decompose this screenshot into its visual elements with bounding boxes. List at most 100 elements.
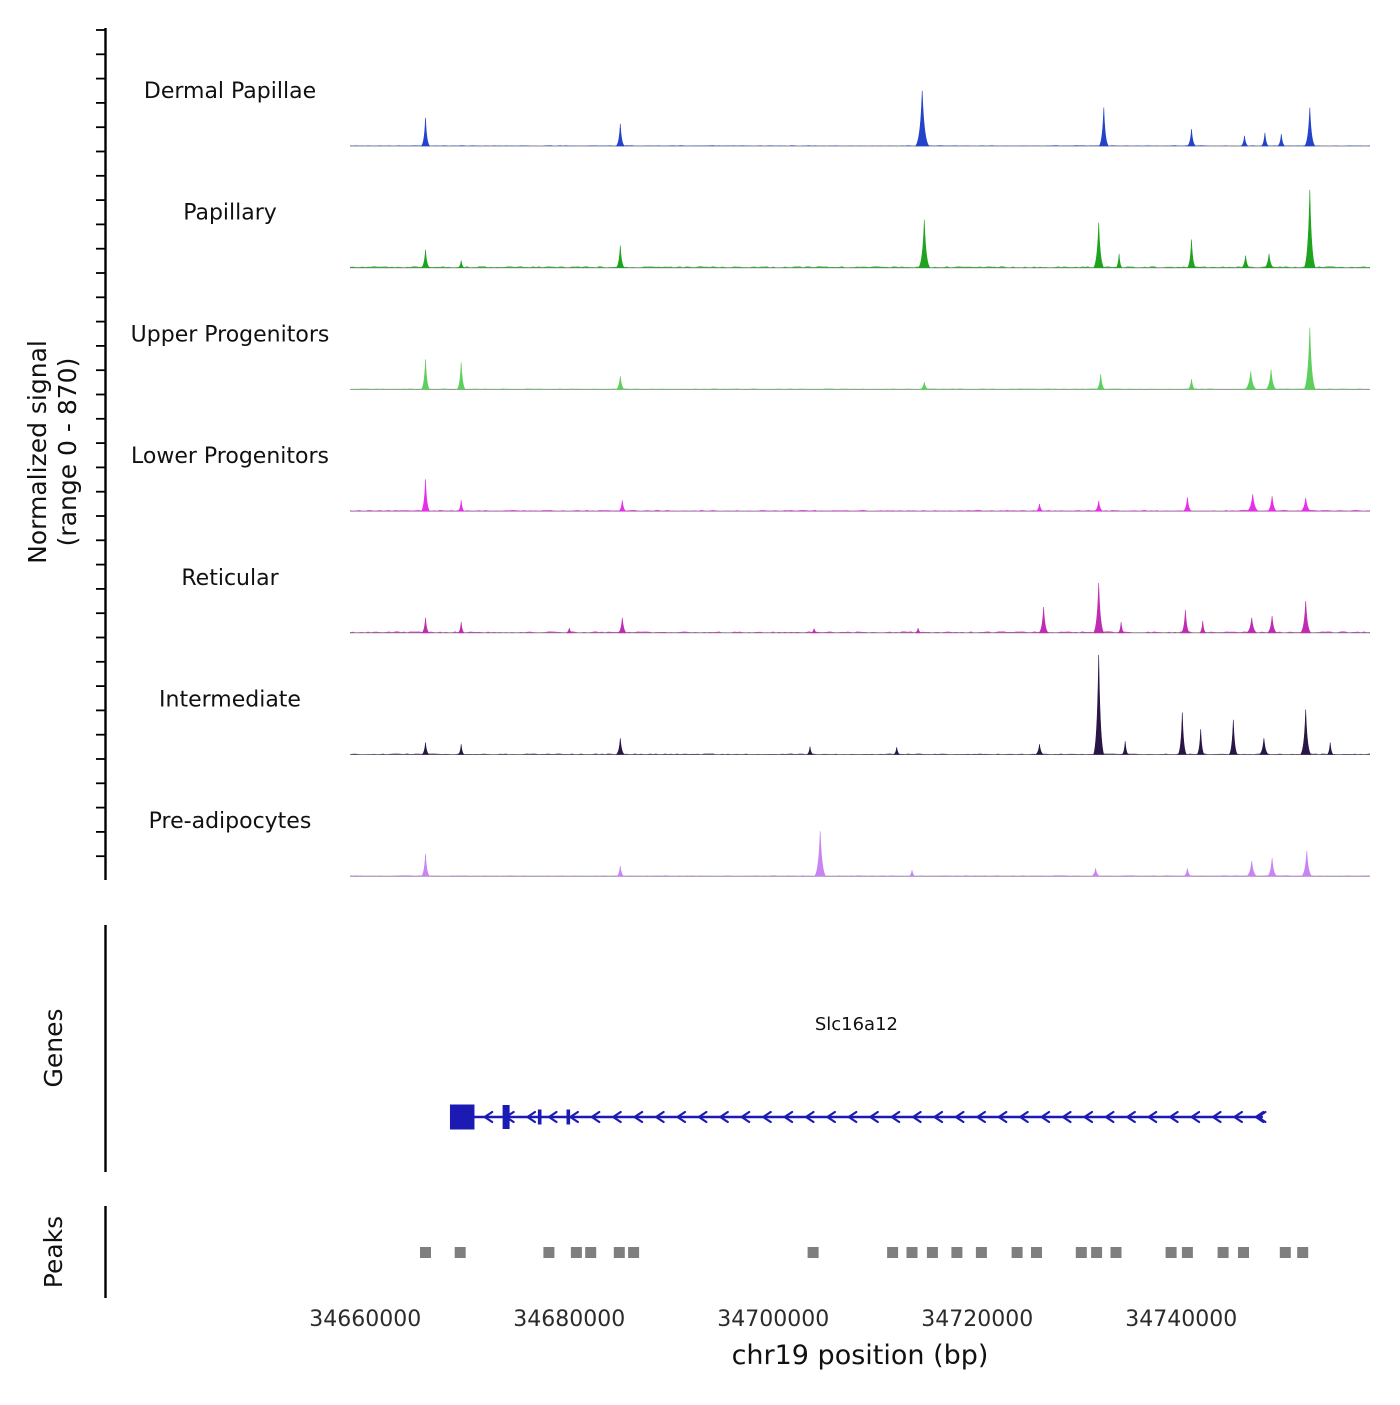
signal-peak	[420, 249, 431, 268]
signal-peak	[1246, 617, 1257, 634]
signal-peak	[457, 260, 465, 268]
gene-strand-arrow	[654, 1110, 665, 1124]
x-tick-label: 34680000	[513, 1307, 625, 1332]
signal-peak	[1187, 129, 1196, 147]
gene-strand-arrow	[996, 1110, 1008, 1124]
signal-peak	[1038, 606, 1050, 634]
gene-strand-arrow	[718, 1110, 729, 1124]
genes-section-label: Genes	[39, 1008, 68, 1087]
signal-peak	[1187, 379, 1196, 390]
peak-box	[454, 1247, 466, 1258]
gene-strand-arrow	[1189, 1110, 1201, 1124]
signal-peak	[1300, 850, 1313, 877]
peak-box	[887, 1247, 899, 1258]
peak-box	[543, 1247, 555, 1258]
signal-tracks: Dermal Papillae Papillary Upper Progenitor…	[131, 79, 1370, 877]
signal-peak	[1267, 858, 1277, 877]
track-noise	[350, 266, 1370, 268]
gene-strand-arrow	[782, 1110, 794, 1124]
gene-strand-arrow	[1018, 1110, 1029, 1124]
peaks-section-label: Peaks	[39, 1216, 68, 1288]
peak-box	[1075, 1247, 1087, 1258]
gene-strand-arrow	[675, 1110, 687, 1124]
track-label: Papillary	[183, 201, 277, 226]
peak-box	[807, 1247, 819, 1258]
signal-peak	[1299, 600, 1312, 634]
y-axis-label-line2: (range 0 - 870)	[53, 358, 82, 547]
gene-name-label: Slc16a12	[815, 1014, 898, 1035]
gene-strand-arrow	[932, 1110, 944, 1124]
signal-peak	[1091, 868, 1100, 877]
gene-exon-mark	[537, 1109, 542, 1125]
signal-peak	[1246, 861, 1257, 877]
signal-peak	[1246, 494, 1259, 512]
signal-peak	[457, 621, 465, 634]
track-noise	[350, 509, 1370, 512]
signal-peak	[1177, 712, 1187, 755]
x-tick-label: 34700000	[717, 1307, 829, 1332]
signal-peak	[566, 627, 573, 634]
track-label: Upper Progenitors	[131, 322, 330, 347]
peak-box	[1110, 1247, 1122, 1258]
signal-peak	[420, 617, 431, 634]
gene-strand-arrow	[911, 1110, 922, 1124]
signal-peak	[1092, 222, 1105, 268]
gene-strand-arrow	[1232, 1110, 1243, 1124]
signal-peak	[1120, 741, 1130, 755]
signal-peak	[1035, 744, 1044, 755]
signal-track: Lower Progenitors	[131, 444, 1370, 512]
signal-peak	[1277, 133, 1285, 147]
peak-box	[1279, 1247, 1291, 1258]
signal-peak	[1240, 135, 1249, 147]
signal-peak	[1096, 374, 1105, 390]
signal-peak	[616, 738, 625, 755]
gene-strand-arrow	[1125, 1110, 1136, 1124]
signal-peak	[1259, 738, 1269, 755]
track-label: Dermal Papillae	[144, 79, 316, 104]
track-noise	[350, 875, 1370, 877]
signal-peak	[1261, 132, 1269, 147]
peak-box	[1011, 1247, 1023, 1258]
signal-peak	[1241, 255, 1250, 268]
signal-peak	[1035, 503, 1044, 512]
gene-strand-arrow	[868, 1110, 879, 1124]
signal-peak	[806, 746, 814, 755]
signal-peak	[1228, 719, 1239, 755]
gene-strand-arrow	[761, 1110, 772, 1124]
gene-strand-arrow	[739, 1110, 751, 1124]
signal-track: Pre-adipocytes	[149, 809, 1370, 877]
gene-strand-arrow	[1211, 1110, 1222, 1124]
signal-peak	[615, 245, 626, 268]
x-tick-label: 34660000	[309, 1307, 421, 1332]
x-axis: 34660000 34680000 34700000 34720000 34740000	[309, 1307, 1237, 1332]
gene-strand-arrow	[804, 1110, 815, 1124]
signal-peak	[920, 382, 929, 390]
signal-track: Papillary	[183, 189, 1370, 269]
signal-peak	[813, 831, 827, 877]
signal-peak	[914, 90, 930, 147]
gene-strand-arrow	[547, 1110, 558, 1124]
gene-strand-arrow	[525, 1110, 537, 1124]
peak-box	[1165, 1247, 1177, 1258]
signal-peak	[420, 117, 431, 147]
signal-peak	[1183, 497, 1192, 512]
y-axis	[96, 28, 107, 1298]
signal-peak	[456, 362, 467, 390]
signal-peak	[1183, 868, 1192, 877]
signal-peak	[420, 479, 431, 512]
gene-strand-arrow	[632, 1110, 644, 1124]
signal-peak	[420, 359, 431, 390]
track-noise	[350, 631, 1370, 633]
signal-peak	[1303, 107, 1316, 147]
peak-box	[1217, 1247, 1229, 1258]
signal-peak	[457, 744, 465, 755]
peak-box	[926, 1247, 938, 1258]
peak-box	[1031, 1247, 1042, 1258]
gene-exon-mark	[566, 1109, 571, 1125]
signal-peak	[1267, 615, 1277, 634]
peak-box	[1238, 1247, 1249, 1258]
signal-peak	[421, 742, 430, 755]
gene-strand-arrow	[1146, 1110, 1158, 1124]
peak-box	[951, 1247, 963, 1258]
